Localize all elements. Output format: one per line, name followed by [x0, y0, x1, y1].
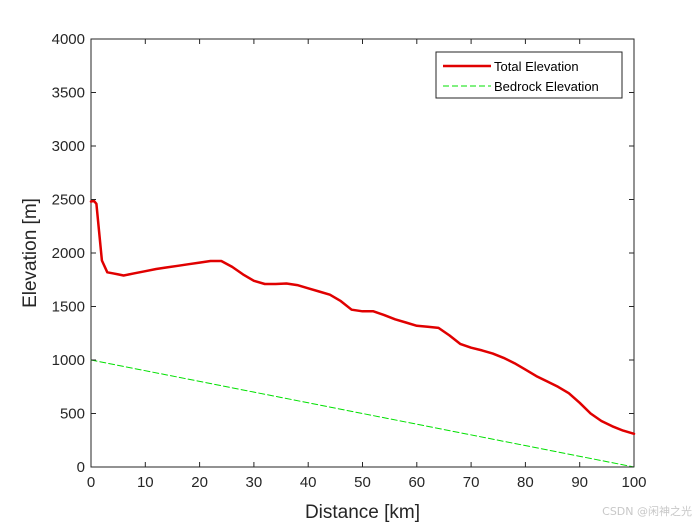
y-tick-label: 500 [60, 406, 85, 423]
x-tick-label: 30 [246, 474, 263, 491]
y-axis-label: Elevation [m] [20, 198, 41, 308]
x-tick-label: 80 [517, 474, 534, 491]
x-tick-label: 20 [191, 474, 208, 491]
watermark: CSDN @闲神之光 [602, 504, 692, 518]
total-elevation-line [89, 199, 636, 436]
x-tick-label: 70 [463, 474, 480, 491]
x-tick-label: 0 [87, 474, 95, 491]
y-tick-label: 3500 [52, 85, 85, 102]
y-tick-label: 1500 [52, 299, 85, 316]
legend-label-bedrock-elevation: Bedrock Elevation [494, 79, 599, 94]
series-layer [89, 199, 636, 468]
x-tick-label: 40 [300, 474, 317, 491]
y-tick-label: 2500 [52, 192, 85, 209]
x-axis-label: Distance [km] [305, 502, 420, 523]
y-tick-label: 3000 [52, 138, 85, 155]
axes-box [90, 38, 635, 468]
x-tick-label: 90 [571, 474, 588, 491]
x-tick-label: 60 [408, 474, 425, 491]
y-tick-label: 4000 [52, 31, 85, 48]
legend: Total Elevation Bedrock Elevation [435, 51, 623, 99]
y-tick-label: 0 [77, 459, 85, 476]
legend-label-total-elevation: Total Elevation [494, 59, 579, 74]
legend-box [435, 51, 623, 99]
x-tick-label: 100 [621, 474, 646, 491]
plot-area: 0 10 20 30 40 50 60 70 80 90 100050010001500200025… [52, 31, 647, 491]
y-tick-label: 2000 [52, 245, 85, 262]
y-tick-label: 1000 [52, 352, 85, 369]
x-tick-label: 10 [137, 474, 154, 491]
x-tick-label: 50 [354, 474, 371, 491]
bedrock-elevation-line [90, 359, 635, 468]
tick-layer: 0 10 20 30 40 50 60 70 80 90 100050010001500200025… [52, 31, 647, 491]
